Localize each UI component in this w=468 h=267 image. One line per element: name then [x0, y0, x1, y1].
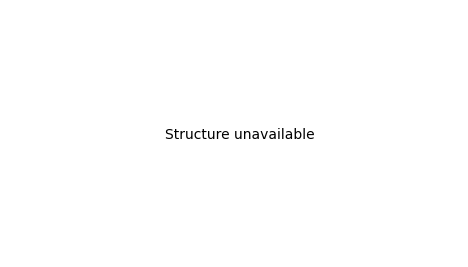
Text: Structure unavailable: Structure unavailable: [165, 128, 314, 142]
